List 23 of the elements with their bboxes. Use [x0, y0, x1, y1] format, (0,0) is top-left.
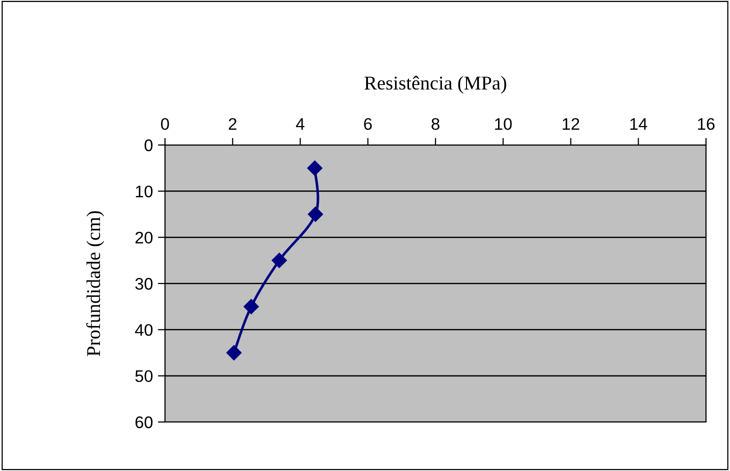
point — [272, 252, 287, 268]
point — [244, 299, 259, 314]
y-tick-label: 0 — [144, 139, 153, 152]
x-tick-label: 6 — [364, 118, 372, 130]
point — [226, 345, 242, 360]
x-tick-label: 14 — [630, 118, 648, 130]
x-tick-label: 2 — [228, 118, 236, 130]
point — [307, 160, 322, 176]
y-tick-label: 40 — [135, 324, 153, 336]
y-tick-label: 50 — [135, 370, 153, 382]
x-tick-label: 8 — [432, 118, 440, 130]
y-tick-label: 60 — [136, 416, 153, 428]
y-tick-label: 20 — [135, 232, 153, 244]
point — [308, 206, 324, 222]
x-tick-label: 0 — [161, 118, 169, 130]
y-tick-label: 30 — [135, 278, 153, 290]
x-tick-label: 10 — [495, 118, 512, 130]
y-tick-label: 10 — [136, 186, 153, 198]
x-tick-label: 16 — [698, 118, 715, 130]
chart-title: Resistência (MPa) — [364, 76, 506, 94]
x-tick-label: 12 — [562, 118, 580, 130]
x-tick-label: 4 — [296, 118, 304, 130]
y-axis-title: Profundidade (cm) — [86, 211, 104, 356]
